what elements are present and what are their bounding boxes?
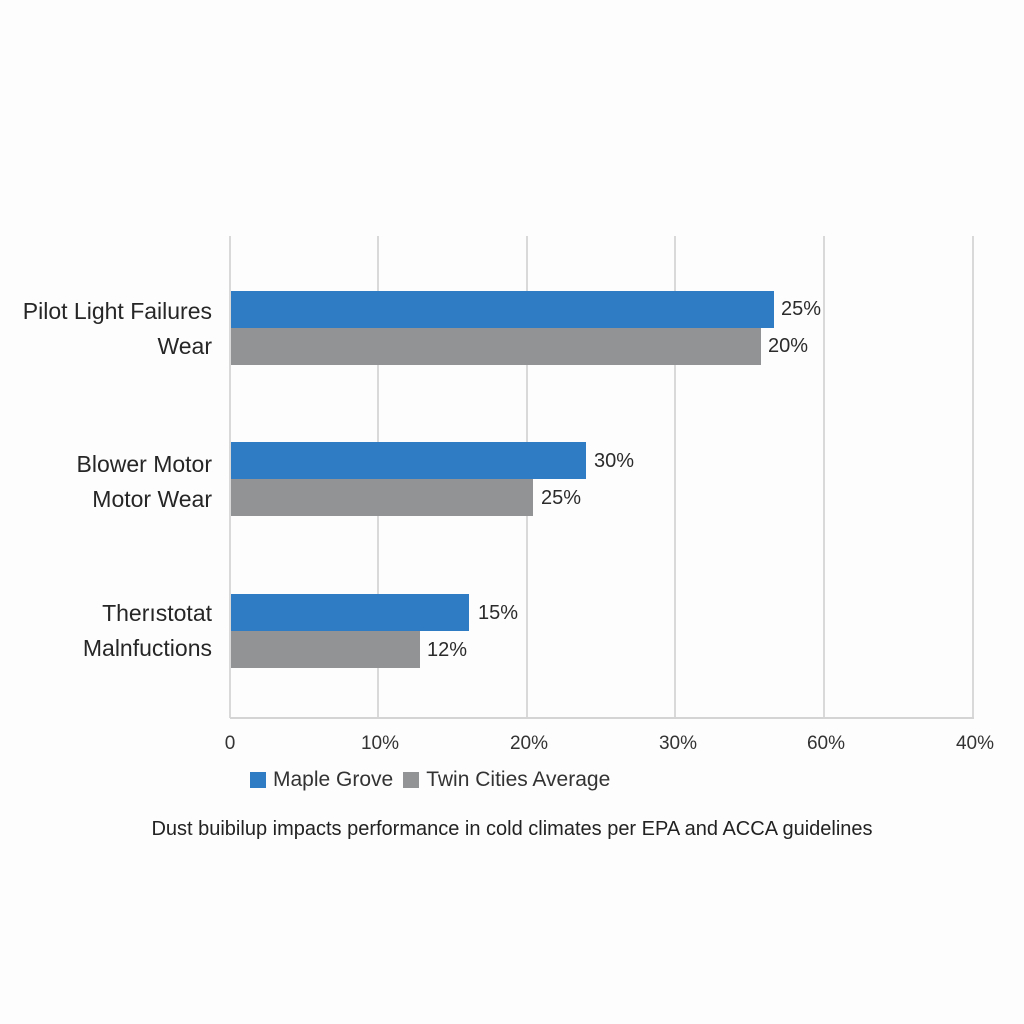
legend-swatch-gray-icon bbox=[403, 772, 420, 788]
x-tick-label: 30% bbox=[658, 733, 698, 754]
value-label: 30% bbox=[594, 450, 635, 472]
value-label: 25% bbox=[781, 298, 822, 320]
category-label-3-line-1: Therıstotat bbox=[102, 600, 212, 626]
bar-twin-cities-pilot-light bbox=[231, 328, 761, 365]
gridline-4 bbox=[823, 236, 825, 718]
category-label-2-line-1: Blower Motor bbox=[76, 451, 212, 477]
legend-swatch-blue-icon bbox=[250, 772, 266, 788]
legend-item-twin-cities: Twin Cities Average bbox=[403, 768, 610, 792]
category-label-2-line-2: Motor Wear bbox=[92, 486, 212, 512]
value-label: 15% bbox=[478, 602, 519, 624]
gridline-5 bbox=[972, 236, 974, 718]
x-tick-label: 10% bbox=[360, 733, 400, 754]
x-tick-label: 40% bbox=[955, 733, 995, 754]
bar-twin-cities-blower-motor bbox=[231, 479, 533, 516]
legend-item-maple-grove: Maple Grove bbox=[250, 768, 393, 792]
category-label-1-line-1: Pilot Light Failures bbox=[22, 298, 212, 324]
x-axis-line bbox=[230, 717, 974, 719]
legend-label: Twin Cities Average bbox=[426, 768, 611, 791]
legend-label: Maple Grove bbox=[273, 768, 394, 791]
category-label-3-line-2: Malnfuctions bbox=[82, 635, 212, 661]
gridline-3 bbox=[674, 236, 676, 718]
x-tick-label: 0 bbox=[224, 733, 236, 754]
value-label: 20% bbox=[768, 335, 809, 357]
bar-maple-grove-pilot-light bbox=[231, 291, 774, 328]
gridline-0 bbox=[229, 236, 231, 718]
category-label-1-line-2: Wear bbox=[157, 333, 212, 359]
value-label: 25% bbox=[541, 487, 582, 509]
bar-maple-grove-thermostat bbox=[231, 594, 469, 631]
bar-twin-cities-thermostat bbox=[231, 631, 420, 668]
value-label: 12% bbox=[427, 639, 468, 661]
x-tick-label: 60% bbox=[806, 733, 846, 754]
chart-caption: Dust buibilup impacts performance in col… bbox=[151, 818, 873, 840]
x-tick-label: 20% bbox=[509, 733, 549, 754]
chart-legend: Maple Grove Twin Cities Average bbox=[250, 768, 610, 792]
bar-maple-grove-blower-motor bbox=[231, 442, 586, 479]
